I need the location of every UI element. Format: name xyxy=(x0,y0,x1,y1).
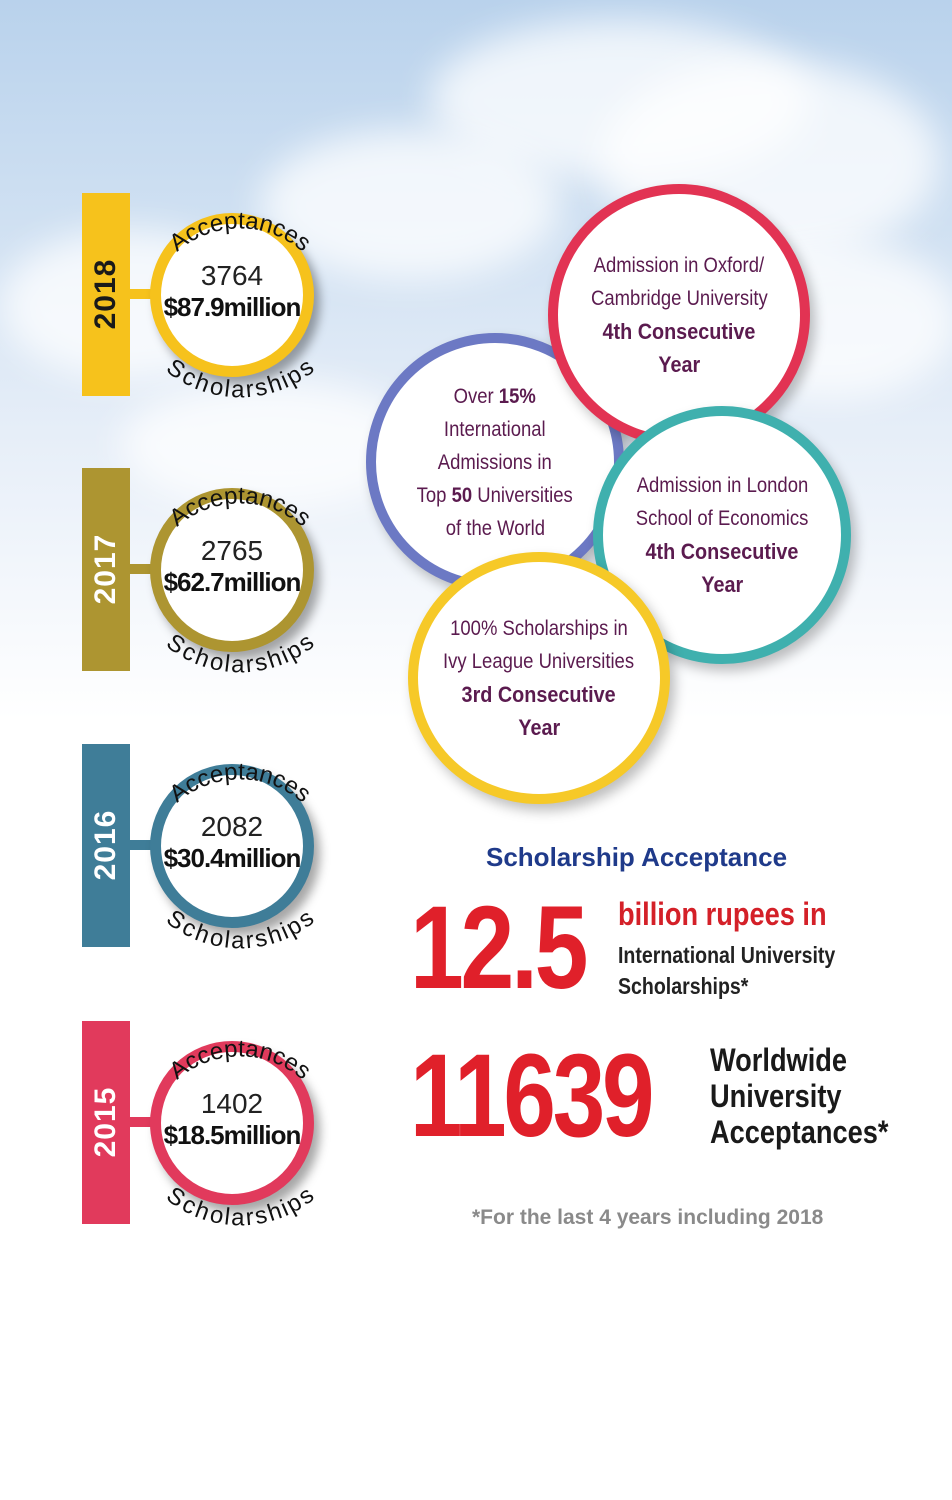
footnote: *For the last 4 years including 2018 xyxy=(472,1206,824,1229)
year-label: 2018 xyxy=(89,258,122,330)
big-number-rupees: 12.5 xyxy=(410,882,588,1014)
oxford-bubble: Admission in Oxford/ Cambridge Universit… xyxy=(548,184,810,446)
ring-arc-labels: Acceptances Scholarships xyxy=(161,482,319,678)
stat-ring: 3764 $87.9million xyxy=(150,213,314,377)
scholarship-acceptance-title: Scholarship Acceptance xyxy=(486,842,788,872)
year-bar xyxy=(82,193,130,396)
rupees-description: International University Scholarships* xyxy=(618,942,836,999)
scholarships-label: Scholarships xyxy=(161,1181,319,1231)
ring-arc-labels: Acceptances Scholarships xyxy=(161,1035,319,1231)
scholarships-label: Scholarships xyxy=(161,904,319,954)
acceptance-count: 3764 xyxy=(200,260,264,291)
year-label: 2017 xyxy=(89,533,122,605)
big-number-acceptances: 11639 xyxy=(410,1030,654,1162)
ivy-bubble: 100% Scholarships in Ivy League Universi… xyxy=(408,552,670,804)
acceptances-label: Acceptances xyxy=(164,758,316,808)
ring-arc-labels: Acceptances Scholarships xyxy=(161,758,319,954)
year-row-2015: 2015 1402 $18.5million Acceptances Schol… xyxy=(82,1021,402,1231)
acceptances-label: Acceptances xyxy=(164,207,316,257)
stat-ring: 2082 $30.4million xyxy=(150,764,314,928)
acceptances-label: Acceptances xyxy=(164,482,316,532)
acceptance-count: 2082 xyxy=(200,811,264,842)
scholarship-amount: $30.4million xyxy=(163,843,302,873)
year-bar xyxy=(82,468,130,671)
ring-arc-labels: Acceptances Scholarships xyxy=(161,207,319,403)
acceptances-description: Worldwide University Acceptances* xyxy=(710,1042,889,1150)
year-bar xyxy=(82,1021,130,1224)
year-row-2018: 2018 3764 $87.9million Acceptances Schol… xyxy=(82,193,402,403)
acceptance-count: 2765 xyxy=(200,535,264,566)
year-label: 2016 xyxy=(89,809,122,881)
acceptance-count: 1402 xyxy=(200,1088,264,1119)
stat-ring: 1402 $18.5million xyxy=(150,1041,314,1205)
year-row-2016: 2016 2082 $30.4million Acceptances Schol… xyxy=(82,744,402,954)
stat-ring: 2765 $62.7million xyxy=(150,488,314,652)
acceptances-label: Acceptances xyxy=(164,1035,316,1085)
scholarship-amount: $18.5million xyxy=(163,1120,302,1150)
scholarships-label: Scholarships xyxy=(161,353,319,403)
scholarship-amount: $62.7million xyxy=(163,567,302,597)
year-label: 2015 xyxy=(89,1086,122,1158)
rupees-unit: billion rupees in xyxy=(618,896,827,932)
year-row-2017: 2017 2765 $62.7million Acceptances Schol… xyxy=(82,468,402,678)
scholarship-amount: $87.9million xyxy=(163,292,302,322)
year-bar xyxy=(82,744,130,947)
scholarships-label: Scholarships xyxy=(161,628,319,678)
